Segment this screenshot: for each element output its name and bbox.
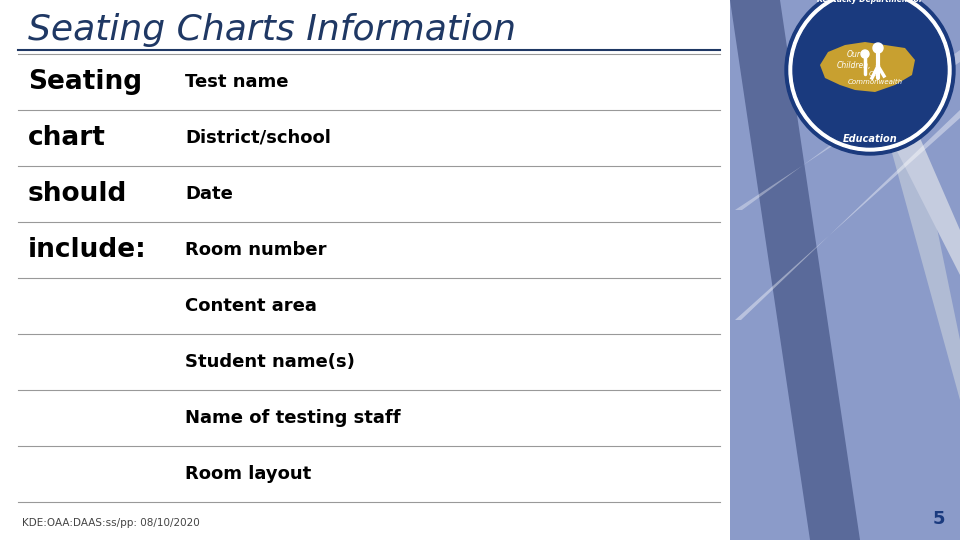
Text: KDE:OAA:DAAS:ss/pp: 08/10/2020: KDE:OAA:DAAS:ss/pp: 08/10/2020	[22, 518, 200, 528]
Text: 5: 5	[932, 510, 945, 528]
Text: Our
Children,: Our Children,	[837, 50, 872, 70]
Polygon shape	[730, 0, 960, 540]
Circle shape	[793, 0, 947, 147]
Text: Student name(s): Student name(s)	[185, 353, 355, 371]
Polygon shape	[735, 50, 960, 210]
Text: Seating: Seating	[28, 69, 142, 95]
Circle shape	[789, 0, 951, 151]
Text: chart: chart	[28, 125, 106, 151]
Circle shape	[785, 0, 955, 155]
Text: Room layout: Room layout	[185, 465, 311, 483]
Text: should: should	[28, 181, 128, 207]
Text: Kentucky Department of: Kentucky Department of	[817, 0, 923, 3]
Circle shape	[873, 43, 883, 53]
Text: Education: Education	[843, 134, 898, 144]
Polygon shape	[820, 42, 915, 92]
Text: Name of testing staff: Name of testing staff	[185, 409, 400, 427]
Text: Test name: Test name	[185, 73, 289, 91]
Polygon shape	[730, 0, 860, 540]
Text: Room number: Room number	[185, 241, 326, 259]
Text: Date: Date	[185, 185, 233, 203]
Polygon shape	[735, 110, 960, 320]
Text: Seating Charts Information: Seating Charts Information	[28, 13, 516, 47]
Text: Content area: Content area	[185, 297, 317, 315]
Polygon shape	[820, 0, 960, 275]
Text: Our
Commonwealth: Our Commonwealth	[848, 71, 902, 84]
Text: District/school: District/school	[185, 129, 331, 147]
Circle shape	[861, 50, 869, 58]
Text: include:: include:	[28, 237, 147, 263]
Polygon shape	[850, 0, 960, 400]
